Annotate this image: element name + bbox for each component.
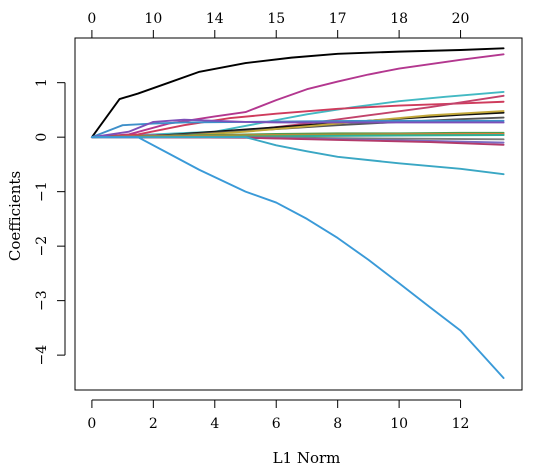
y-tick-label: −1 [34,181,50,202]
x-tick-label: 4 [210,416,219,432]
top-tick-label: 14 [206,11,224,27]
coefficient-path-1 [90,47,505,139]
x-tick-label: 2 [149,416,158,432]
coefficient-path-10 [90,118,505,139]
coefficient-path-18 [90,136,505,176]
series-lines [90,47,505,379]
x-tick-label: 10 [390,416,408,432]
y-axis-title: Coefficients [6,171,24,261]
y-tick-label: 0 [34,133,50,142]
x-tick-label: 6 [272,416,281,432]
top-tick-label: 17 [329,11,347,27]
y-tick-label: −2 [34,236,50,257]
y-tick-label: −4 [34,345,50,366]
y-tick-label: 1 [34,78,50,87]
coefficient-path-4 [90,100,505,139]
x-tick-label: 12 [452,416,470,432]
coefficient-path-19 [90,136,505,379]
x-tick-label: 0 [87,416,96,432]
top-tick-label: 15 [267,11,285,27]
x-axis-title: L1 Norm [273,449,341,467]
top-tick-label: 10 [144,11,162,27]
x-tick-label: 8 [333,416,342,432]
y-tick-label: −3 [34,290,50,311]
top-tick-label: 20 [452,11,470,27]
top-tick-label: 0 [87,11,96,27]
top-tick-label: 18 [390,11,408,27]
